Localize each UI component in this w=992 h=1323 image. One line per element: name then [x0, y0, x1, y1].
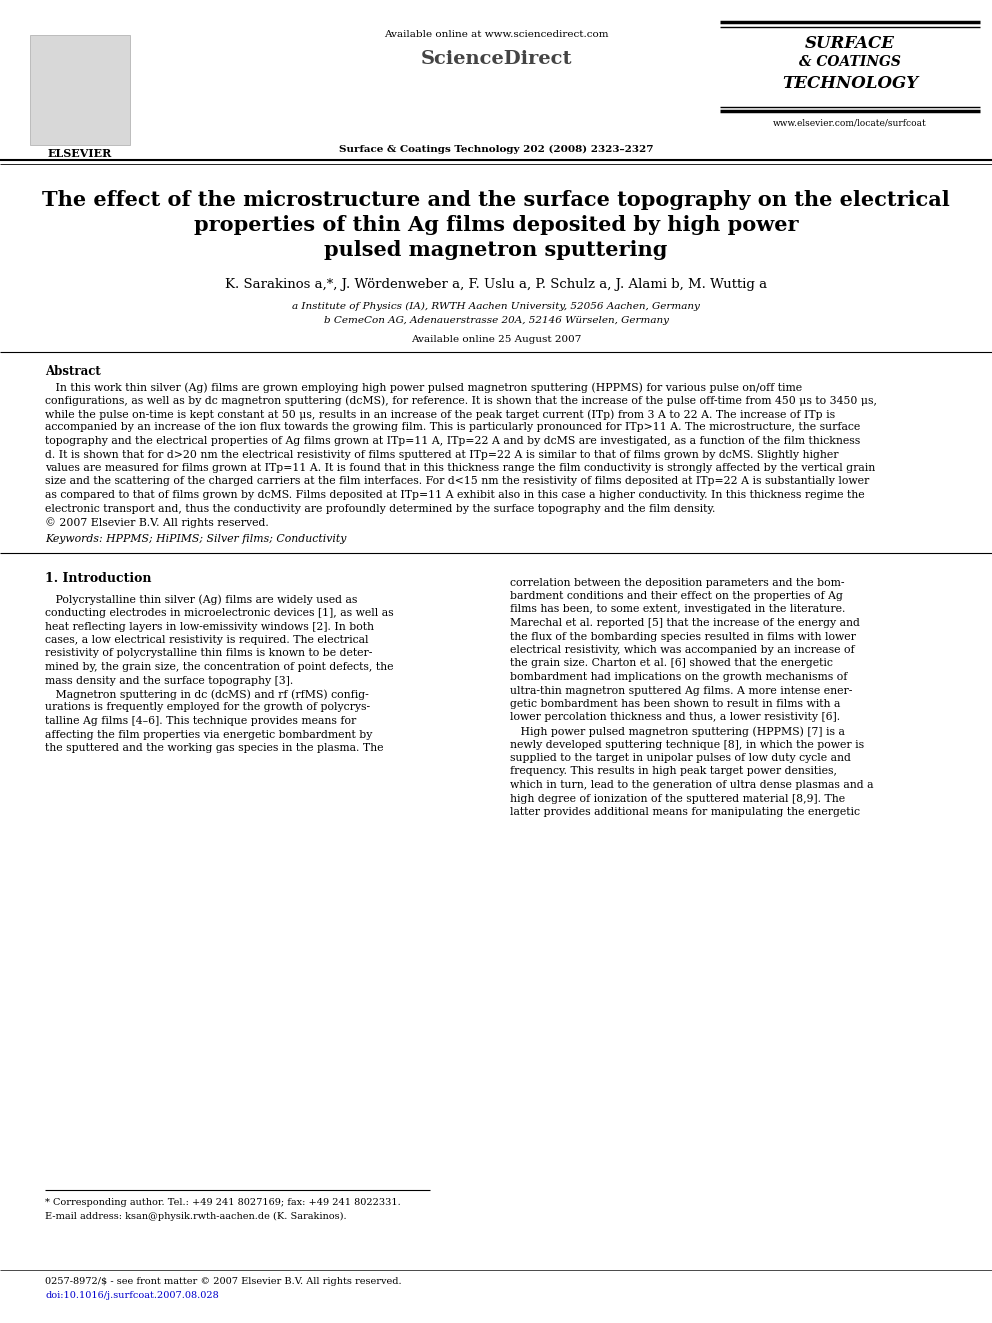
Text: heat reflecting layers in low-emissivity windows [2]. In both: heat reflecting layers in low-emissivity…: [45, 622, 374, 631]
Text: mined by, the grain size, the concentration of point defects, the: mined by, the grain size, the concentrat…: [45, 662, 394, 672]
Text: The effect of the microstructure and the surface topography on the electrical: The effect of the microstructure and the…: [42, 191, 950, 210]
Text: size and the scattering of the charged carriers at the film interfaces. For d<15: size and the scattering of the charged c…: [45, 476, 869, 487]
Text: the grain size. Charton et al. [6] showed that the energetic: the grain size. Charton et al. [6] showe…: [510, 659, 833, 668]
Text: Available online at www.sciencedirect.com: Available online at www.sciencedirect.co…: [384, 30, 608, 38]
Text: frequency. This results in high peak target power densities,: frequency. This results in high peak tar…: [510, 766, 837, 777]
Text: Abstract: Abstract: [45, 365, 101, 378]
Text: Surface & Coatings Technology 202 (2008) 2323–2327: Surface & Coatings Technology 202 (2008)…: [338, 146, 654, 153]
Text: ELSEVIER: ELSEVIER: [48, 148, 112, 159]
Text: pulsed magnetron sputtering: pulsed magnetron sputtering: [324, 239, 668, 261]
Text: Keywords: HPPMS; HiPIMS; Silver films; Conductivity: Keywords: HPPMS; HiPIMS; Silver films; C…: [45, 534, 346, 545]
Text: high degree of ionization of the sputtered material [8,9]. The: high degree of ionization of the sputter…: [510, 794, 845, 803]
Text: electronic transport and, thus the conductivity are profoundly determined by the: electronic transport and, thus the condu…: [45, 504, 715, 513]
Text: cases, a low electrical resistivity is required. The electrical: cases, a low electrical resistivity is r…: [45, 635, 368, 646]
Text: doi:10.1016/j.surfcoat.2007.08.028: doi:10.1016/j.surfcoat.2007.08.028: [45, 1291, 219, 1301]
Text: 0257-8972/$ - see front matter © 2007 Elsevier B.V. All rights reserved.: 0257-8972/$ - see front matter © 2007 El…: [45, 1277, 402, 1286]
Text: resistivity of polycrystalline thin films is known to be deter-: resistivity of polycrystalline thin film…: [45, 648, 372, 659]
Text: getic bombardment has been shown to result in films with a: getic bombardment has been shown to resu…: [510, 699, 840, 709]
Text: which in turn, lead to the generation of ultra dense plasmas and a: which in turn, lead to the generation of…: [510, 781, 874, 790]
Text: properties of thin Ag films deposited by high power: properties of thin Ag films deposited by…: [193, 216, 799, 235]
Text: lower percolation thickness and thus, a lower resistivity [6].: lower percolation thickness and thus, a …: [510, 713, 840, 722]
Text: talline Ag films [4–6]. This technique provides means for: talline Ag films [4–6]. This technique p…: [45, 716, 356, 726]
Text: ScienceDirect: ScienceDirect: [421, 50, 571, 67]
Text: SURFACE: SURFACE: [806, 34, 895, 52]
Text: a Institute of Physics (IA), RWTH Aachen University, 52056 Aachen, Germany: a Institute of Physics (IA), RWTH Aachen…: [292, 302, 700, 311]
Text: Available online 25 August 2007: Available online 25 August 2007: [411, 335, 581, 344]
Text: conducting electrodes in microelectronic devices [1], as well as: conducting electrodes in microelectronic…: [45, 609, 394, 618]
Text: & COATINGS: & COATINGS: [800, 56, 901, 69]
Text: bardment conditions and their effect on the properties of Ag: bardment conditions and their effect on …: [510, 591, 843, 601]
Text: E-mail address: ksan@physik.rwth-aachen.de (K. Sarakinos).: E-mail address: ksan@physik.rwth-aachen.…: [45, 1212, 346, 1221]
Text: mass density and the surface topography [3].: mass density and the surface topography …: [45, 676, 294, 685]
Text: 1. Introduction: 1. Introduction: [45, 573, 152, 586]
Text: films has been, to some extent, investigated in the literature.: films has been, to some extent, investig…: [510, 605, 845, 614]
Text: accompanied by an increase of the ion flux towards the growing film. This is par: accompanied by an increase of the ion fl…: [45, 422, 860, 433]
Text: the sputtered and the working gas species in the plasma. The: the sputtered and the working gas specie…: [45, 744, 384, 753]
Text: TECHNOLOGY: TECHNOLOGY: [782, 75, 918, 93]
Text: d. It is shown that for d>20 nm the electrical resistivity of films sputtered at: d. It is shown that for d>20 nm the elec…: [45, 450, 838, 459]
Text: latter provides additional means for manipulating the energetic: latter provides additional means for man…: [510, 807, 860, 818]
Text: urations is frequently employed for the growth of polycrys-: urations is frequently employed for the …: [45, 703, 370, 713]
Text: while the pulse on-time is kept constant at 50 μs, results in an increase of the: while the pulse on-time is kept constant…: [45, 409, 835, 419]
Text: as compared to that of films grown by dcMS. Films deposited at ITp=11 A exhibit : as compared to that of films grown by dc…: [45, 490, 865, 500]
Text: Magnetron sputtering in dc (dcMS) and rf (rfMS) config-: Magnetron sputtering in dc (dcMS) and rf…: [45, 689, 369, 700]
Text: supplied to the target in unipolar pulses of low duty cycle and: supplied to the target in unipolar pulse…: [510, 753, 851, 763]
Text: Marechal et al. reported [5] that the increase of the energy and: Marechal et al. reported [5] that the in…: [510, 618, 860, 628]
Text: electrical resistivity, which was accompanied by an increase of: electrical resistivity, which was accomp…: [510, 646, 855, 655]
Text: configurations, as well as by dc magnetron sputtering (dcMS), for reference. It : configurations, as well as by dc magnetr…: [45, 396, 877, 406]
Text: www.elsevier.com/locate/surfcoat: www.elsevier.com/locate/surfcoat: [773, 118, 927, 127]
Text: © 2007 Elsevier B.V. All rights reserved.: © 2007 Elsevier B.V. All rights reserved…: [45, 517, 269, 528]
Text: Polycrystalline thin silver (Ag) films are widely used as: Polycrystalline thin silver (Ag) films a…: [45, 594, 357, 605]
Text: bombardment had implications on the growth mechanisms of: bombardment had implications on the grow…: [510, 672, 847, 681]
Text: the flux of the bombarding species resulted in films with lower: the flux of the bombarding species resul…: [510, 631, 856, 642]
Text: values are measured for films grown at ITp=11 A. It is found that in this thickn: values are measured for films grown at I…: [45, 463, 875, 474]
Text: ultra-thin magnetron sputtered Ag films. A more intense ener-: ultra-thin magnetron sputtered Ag films.…: [510, 685, 852, 696]
Text: In this work thin silver (Ag) films are grown employing high power pulsed magnet: In this work thin silver (Ag) films are …: [45, 382, 803, 393]
Bar: [30, 34, 130, 146]
Text: topography and the electrical properties of Ag films grown at ITp=11 A, ITp=22 A: topography and the electrical properties…: [45, 437, 860, 446]
Text: b CemeCon AG, Adenauerstrasse 20A, 52146 Würselen, Germany: b CemeCon AG, Adenauerstrasse 20A, 52146…: [323, 316, 669, 325]
Text: K. Sarakinos a,*, J. Wördenweber a, F. Uslu a, P. Schulz a, J. Alami b, M. Wutti: K. Sarakinos a,*, J. Wördenweber a, F. U…: [225, 278, 767, 291]
Text: affecting the film properties via energetic bombardment by: affecting the film properties via energe…: [45, 729, 372, 740]
Text: * Corresponding author. Tel.: +49 241 8027169; fax: +49 241 8022331.: * Corresponding author. Tel.: +49 241 80…: [45, 1199, 401, 1207]
Text: newly developed sputtering technique [8], in which the power is: newly developed sputtering technique [8]…: [510, 740, 864, 750]
Text: correlation between the deposition parameters and the bom-: correlation between the deposition param…: [510, 578, 844, 587]
Text: High power pulsed magnetron sputtering (HPPMS) [7] is a: High power pulsed magnetron sputtering (…: [510, 726, 845, 737]
